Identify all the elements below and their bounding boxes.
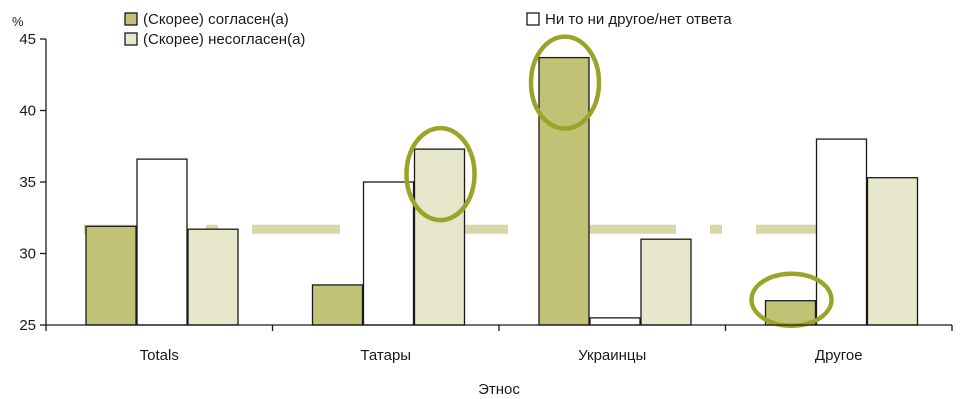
y-tick-label: 30 [19, 246, 36, 263]
y-tick-label: 40 [19, 103, 36, 120]
bars [85, 56, 919, 326]
x-category-label: Другое [815, 347, 863, 364]
y-tick-label: 25 [19, 317, 36, 334]
legend-swatch-2 [124, 32, 138, 46]
x-category-label: Татары [360, 347, 411, 364]
y-tick-label: 35 [19, 174, 36, 191]
y-tick-label: 45 [19, 31, 36, 48]
bar-украинцы-series-1 [589, 317, 641, 326]
y-unit-label: % [12, 14, 24, 29]
bar-другое-series-1 [815, 138, 868, 326]
highlight-ellipse-2 [749, 271, 834, 328]
bar-totals-series-0 [85, 225, 137, 326]
bar-другое-series-0 [764, 300, 817, 326]
bar-другое-series-2 [866, 177, 919, 326]
legend-label-1: Ни то ни другое/нет ответа [545, 11, 732, 28]
bar-украинцы-series-0 [538, 56, 590, 326]
bar-татары-series-2 [413, 148, 466, 326]
bar-татары-series-1 [362, 181, 415, 326]
legend-swatch-0 [124, 12, 138, 26]
highlight-ellipses [404, 34, 834, 328]
legend-label-0: (Скорее) согласен(а) [143, 11, 289, 28]
legend: (Скорее) согласен(а) Ни то ни другое/нет … [124, 11, 732, 48]
x-category-label: Totals [140, 347, 179, 364]
axes: 25 30 35 40 45 Totals Татары Украинцы Другое% Этн… [12, 14, 953, 398]
highlight-ellipse-1 [528, 34, 602, 131]
bar-totals-series-2 [187, 228, 239, 326]
bar-татары-series-0 [311, 284, 364, 326]
bar-украинцы-series-2 [640, 238, 692, 326]
x-axis-title: Этнос [478, 381, 520, 398]
x-category-label: Украинцы [578, 347, 646, 364]
legend-label-2: (Скорее) несогласен(а) [143, 31, 305, 48]
highlight-ellipse-0 [404, 125, 477, 223]
bar-totals-series-1 [136, 158, 188, 326]
legend-swatch-1 [526, 12, 540, 26]
